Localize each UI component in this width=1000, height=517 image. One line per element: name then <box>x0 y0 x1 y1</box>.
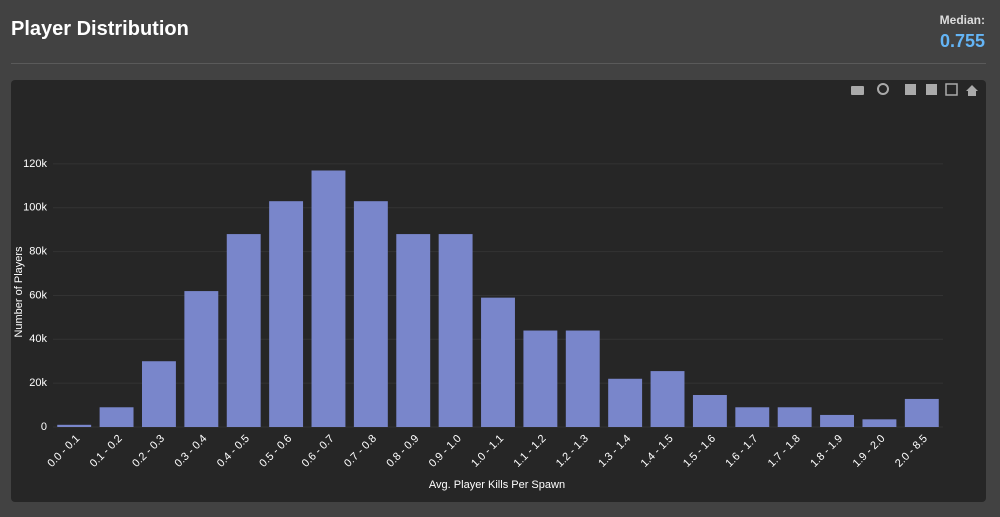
toolbar <box>851 83 978 96</box>
x-tick-label: 1.7 - 1.8 <box>766 433 803 470</box>
x-tick-label: 0.1 - 0.2 <box>88 433 125 470</box>
bar <box>608 378 643 427</box>
y-tick-label: 80k <box>29 246 47 258</box>
bar <box>523 330 558 427</box>
x-tick-label: 0.9 - 1.0 <box>427 433 464 470</box>
bar <box>57 424 92 427</box>
zoom-out-button[interactable] <box>926 84 937 95</box>
bar <box>481 297 515 427</box>
x-tick-label: 1.8 - 1.9 <box>808 433 845 470</box>
x-tick-label: 1.9 - 2.0 <box>851 433 888 470</box>
bar <box>692 394 727 427</box>
y-axis-title: Number of Players <box>13 246 25 338</box>
median-value: 0.755 <box>939 31 985 51</box>
x-tick-label: 1.4 - 1.5 <box>639 433 676 470</box>
x-tick-label: 0.7 - 0.8 <box>342 433 379 470</box>
bar <box>99 407 134 427</box>
x-tick-label: 1.2 - 1.3 <box>554 433 591 470</box>
bar <box>862 419 897 427</box>
bar <box>353 201 388 427</box>
x-tick-label: 0.8 - 0.9 <box>384 433 421 470</box>
y-tick-label: 0 <box>41 421 47 433</box>
bar <box>184 291 219 427</box>
bar <box>142 361 176 427</box>
zoom-in-button[interactable] <box>905 84 916 95</box>
y-tick-label: 40k <box>29 333 47 345</box>
x-tick-label: 1.1 - 1.2 <box>512 433 549 470</box>
y-tick-label: 100k <box>23 202 47 214</box>
x-tick-label: 1.6 - 1.7 <box>723 433 760 470</box>
x-tick-label: 1.0 - 1.1 <box>469 433 506 470</box>
x-tick-label: 0.2 - 0.3 <box>130 433 167 470</box>
bar <box>565 330 600 427</box>
autoscale-button[interactable] <box>945 83 958 96</box>
x-tick-label: 0.3 - 0.4 <box>172 433 209 470</box>
median-label: Median: <box>939 13 985 27</box>
y-tick-label: 60k <box>29 289 47 301</box>
zoom-button[interactable] <box>877 83 889 95</box>
bar <box>650 371 685 427</box>
bar <box>820 414 854 427</box>
chart-panel: Avg. Player Kills Per Spawn Number of Pl… <box>11 80 986 502</box>
bar <box>269 201 304 427</box>
bar <box>735 407 770 427</box>
bar <box>904 398 939 427</box>
bar <box>396 234 431 427</box>
divider <box>11 63 986 64</box>
chart: Avg. Player Kills Per Spawn Number of Pl… <box>13 83 978 491</box>
x-tick-label: 0.4 - 0.5 <box>215 433 252 470</box>
bar <box>311 170 346 427</box>
bar <box>777 407 812 427</box>
x-tick-label: 2.0 - 8.5 <box>893 433 930 470</box>
x-tick-label: 0.5 - 0.6 <box>257 433 294 470</box>
page-title: Player Distribution <box>11 18 189 40</box>
reset-button[interactable] <box>966 85 978 96</box>
x-tick-label: 1.5 - 1.6 <box>681 433 718 470</box>
camera-button[interactable] <box>851 86 864 95</box>
y-tick-label: 120k <box>23 158 47 170</box>
x-tick-label: 0.6 - 0.7 <box>300 433 337 470</box>
x-tick-label: 1.3 - 1.4 <box>596 433 633 470</box>
y-tick-label: 20k <box>29 377 47 389</box>
x-tick-label: 0.0 - 0.1 <box>45 433 82 470</box>
bar <box>226 234 261 427</box>
bar <box>438 234 473 427</box>
x-axis-title: Avg. Player Kills Per Spawn <box>429 479 565 491</box>
